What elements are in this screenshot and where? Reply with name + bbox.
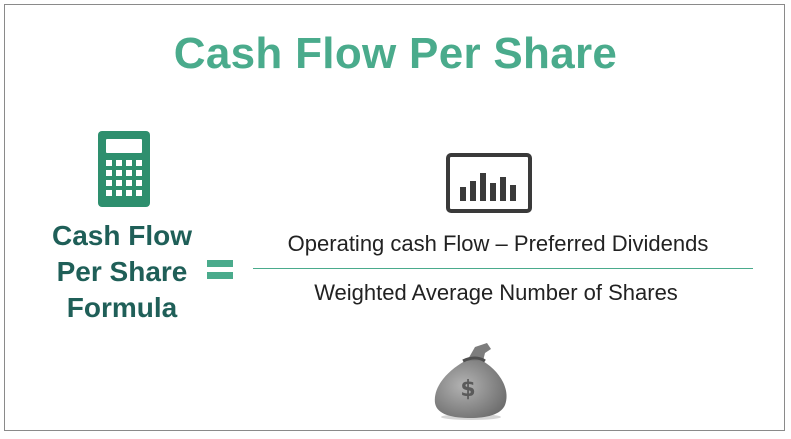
fraction-divider	[253, 268, 753, 269]
formula-label-line-2: Per Share	[56, 256, 188, 287]
formula-denominator: Weighted Average Number of Shares	[314, 280, 678, 305]
formula-label: Cash Flow Per Share Formula	[25, 218, 219, 326]
formula-label-line-3: Formula	[66, 292, 178, 323]
formula-label-line-1: Cash Flow	[51, 220, 192, 251]
page-title: Cash Flow Per Share	[173, 29, 618, 78]
money-bag-icon: $	[434, 343, 507, 420]
dollar-sign-symbol: $	[460, 377, 475, 402]
formula-numerator: Operating cash Flow – Preferred Dividend…	[287, 231, 709, 256]
calculator-icon	[98, 131, 150, 207]
equals-icon	[207, 260, 233, 279]
infographic-frame: Cash Flow Per Share Cash Flow Per Share …	[4, 4, 785, 431]
bar-chart-icon	[446, 153, 532, 213]
